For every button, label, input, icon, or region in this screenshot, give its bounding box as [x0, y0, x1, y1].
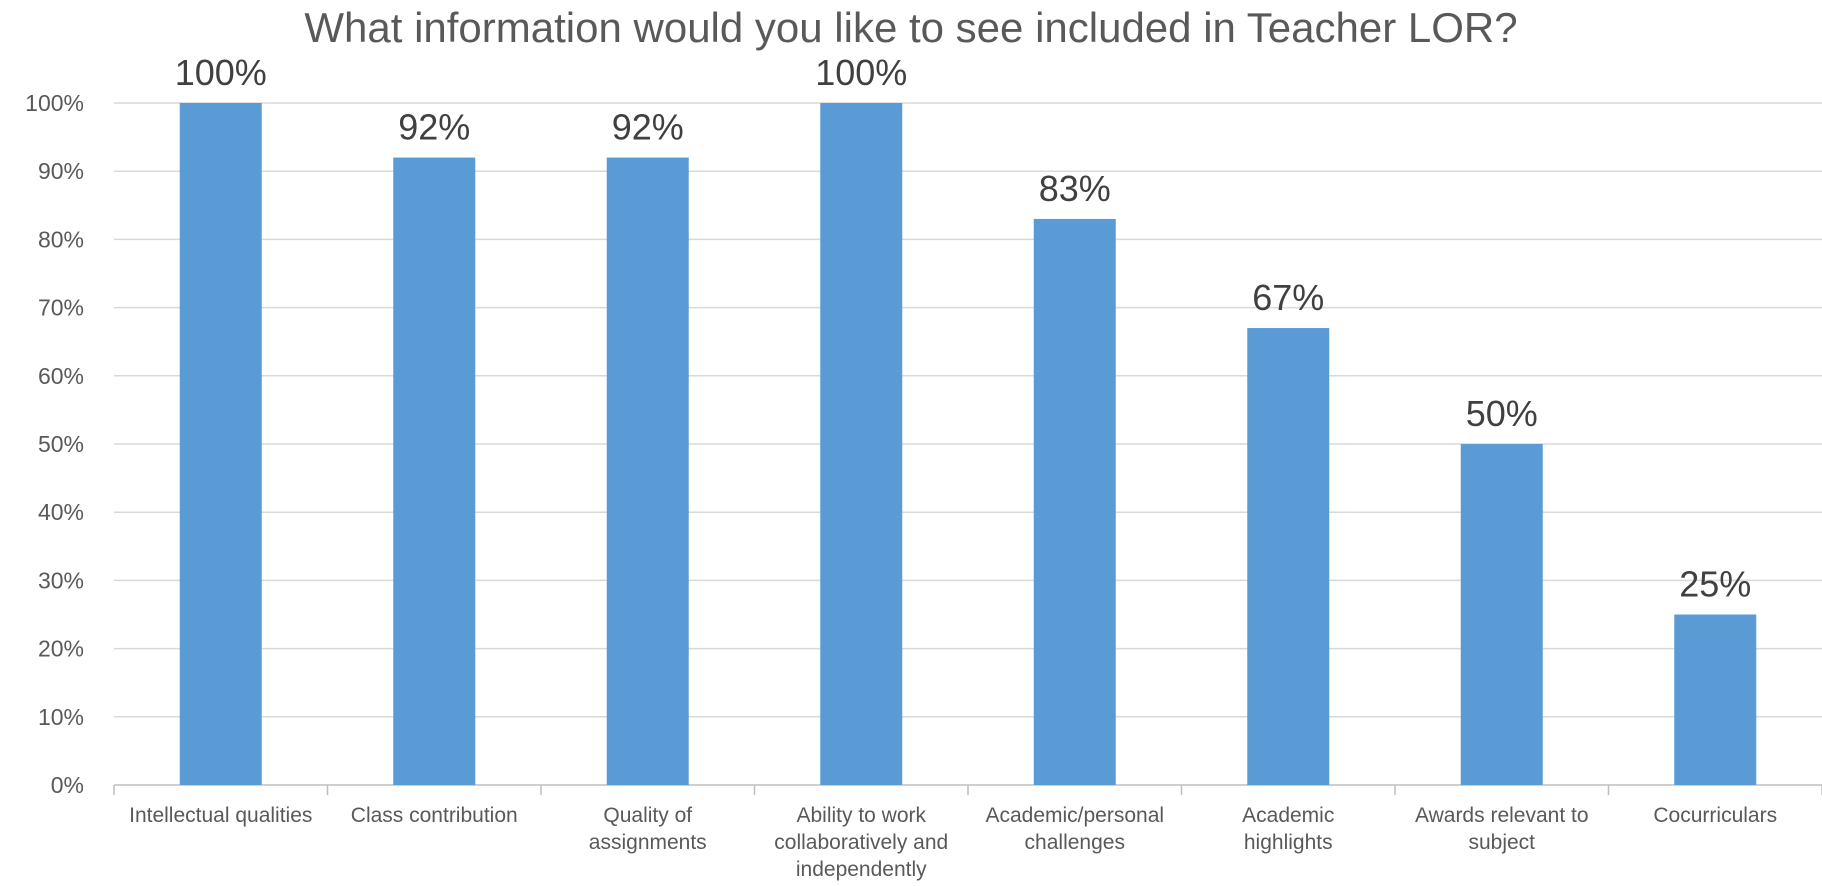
bar — [1674, 614, 1757, 785]
x-tick-label: Quality of — [603, 804, 692, 827]
x-tick-label: Ability to work — [796, 804, 926, 827]
x-tick-label: challenges — [1025, 831, 1125, 854]
y-tick-label: 50% — [38, 431, 84, 457]
y-tick-label: 80% — [38, 226, 84, 252]
x-tick-label: Awards relevant to — [1415, 804, 1589, 827]
x-tick-label: Intellectual qualities — [129, 804, 312, 827]
data-label: 67% — [1252, 277, 1324, 318]
y-tick-label: 100% — [25, 90, 84, 116]
x-axis-ticks: Intellectual qualities Class contribution… — [129, 804, 1777, 881]
y-tick-label: 70% — [38, 295, 84, 321]
data-label: 92% — [612, 107, 684, 148]
data-label: 25% — [1679, 564, 1751, 605]
data-label: 100% — [815, 52, 907, 93]
x-tick-label: Academic/personal — [985, 804, 1164, 827]
data-label: 50% — [1466, 393, 1538, 434]
y-tick-label: 60% — [38, 363, 84, 389]
bars — [179, 103, 1757, 785]
bar — [179, 103, 262, 785]
y-axis-ticks: 0% 10% 20% 30% 40% 50% 60% 70% 80% 90% 100% — [25, 90, 84, 798]
x-tick-label: collaboratively and — [774, 831, 948, 854]
y-tick-label: 30% — [38, 567, 84, 593]
chart-title: What information would you like to see i… — [304, 4, 1517, 51]
x-tick-label: Cocurriculars — [1653, 804, 1777, 827]
x-tick-label: subject — [1468, 831, 1535, 854]
bar — [1247, 328, 1330, 785]
y-tick-label: 40% — [38, 499, 84, 525]
x-tick-label: assignments — [589, 831, 707, 854]
x-tick-label: independently — [796, 858, 927, 881]
bar — [1460, 444, 1543, 785]
x-tick-label: Class contribution — [351, 804, 518, 827]
y-tick-label: 10% — [38, 704, 84, 730]
x-tick-label: Academic — [1242, 804, 1334, 827]
x-tick-label: highlights — [1244, 831, 1333, 854]
bar — [606, 157, 689, 785]
gridlines — [113, 102, 1822, 795]
data-label: 100% — [175, 52, 267, 93]
data-labels: 100% 92% 92% 100% 83% 67% 50% 25% — [175, 52, 1752, 605]
bar — [1033, 218, 1116, 785]
data-label: 83% — [1039, 168, 1111, 209]
y-tick-label: 0% — [51, 772, 84, 798]
data-label: 92% — [398, 107, 470, 148]
y-tick-label: 90% — [38, 158, 84, 184]
bar — [393, 157, 476, 785]
bar — [820, 103, 903, 785]
y-tick-label: 20% — [38, 636, 84, 662]
